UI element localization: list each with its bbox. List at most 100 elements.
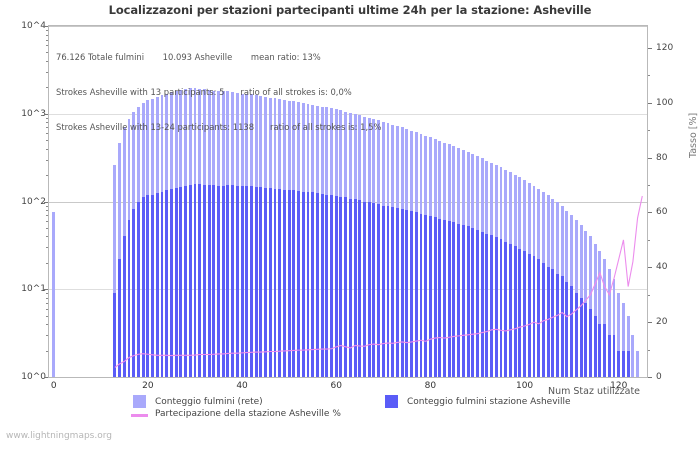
bar-station [621,350,625,377]
bar-station [122,236,126,377]
bar-station [480,231,484,377]
bar-station [537,259,541,377]
bar-station [287,190,291,377]
y-axis-right-label: Tasso [%] [688,112,699,158]
y-minor-tick-left [46,324,49,326]
bar-station [330,195,333,377]
bar-station [254,186,258,377]
legend: Conteggio fulmini (rete) Conteggio fulmi… [0,392,700,432]
bar-station [532,255,536,377]
bar-station [358,200,362,377]
annotation-block: 76.126 Totale fulmini 10.093 Asheville m… [56,29,526,157]
bar-station [273,188,277,377]
bar-station [504,241,508,377]
x-tick-label: 100 [515,381,534,391]
y-tick-label-right: 100 [656,97,674,108]
bar-station [235,185,239,377]
y-minor-tick-left [46,117,49,119]
y-tick-mark-left [44,377,49,378]
bar-station [527,254,531,377]
y-minor-tick-left [46,262,49,264]
bar-station [589,308,592,377]
bar-station [428,216,432,377]
bar-station [141,197,145,377]
bar-station [560,276,564,377]
bar-station [518,248,522,377]
bar-station [202,184,206,377]
y-minor-tick-right [647,349,650,351]
bar-station [598,324,602,377]
bar-station [391,207,395,377]
bar-station [217,185,220,377]
bar-station [240,186,244,377]
legend-label-network: Conteggio fulmini (rete) [155,397,263,407]
y-minor-tick-left [46,30,49,31]
y-minor-tick-left [46,308,49,310]
y-minor-tick-left [46,45,49,47]
bar-station [367,202,371,377]
x-tick-label: 0 [50,381,57,391]
bar-station [579,297,583,377]
bar-station [151,194,155,377]
bar-station [414,212,418,377]
bar-station [118,259,122,377]
bar-station [198,184,202,377]
bar-station [137,201,140,377]
x-tick-label: 60 [330,381,342,391]
y-minor-tick-left [46,350,49,352]
ratio-line [114,195,643,368]
bar-station [311,192,315,377]
y-tick-label-right: 40 [656,262,668,273]
bar-station [405,210,409,377]
watermark: www.lightningmaps.org [6,431,112,441]
bar-station [264,187,268,377]
y-tick-mark-left [44,201,49,203]
bar-station [193,183,197,377]
bar-station [424,215,428,377]
y-minor-tick-left [46,220,49,222]
bar-station [508,243,512,377]
y-tick-label-left: 10^4 [21,21,46,31]
bar-station [363,201,366,377]
y-tick-label-right: 20 [656,317,668,328]
annotation-line-1: 76.126 Totale fulmini 10.093 Asheville m… [56,52,321,63]
y-minor-tick-left [46,159,49,161]
y-minor-tick-left [46,227,49,229]
bar-network [607,269,611,377]
bar-station [113,293,117,377]
y-minor-tick-left [46,210,49,211]
bar-station [617,350,621,377]
y-tick-mark-right [647,102,652,104]
bar-network [52,212,56,377]
bar-network [617,293,621,377]
bar-station [452,222,456,377]
bar-station [169,189,173,377]
bar-station [499,239,503,377]
annotation-line-3: Strokes Asheville with 13-24 participant… [56,121,382,132]
bar-station [565,282,569,377]
y-minor-tick-left [46,302,49,304]
y-tick-label-right: 60 [656,207,668,218]
bar-network [621,302,625,377]
y-minor-tick-left [46,315,49,317]
bar-station [603,324,607,377]
bar-station [179,187,183,377]
bar-station [513,246,517,377]
bar-station [226,185,230,377]
bar-station [419,213,423,377]
ratio-line-group [114,195,643,368]
y-tick-mark-right [647,157,652,159]
bar-station [282,189,286,377]
y-minor-tick-left [46,140,49,142]
y-minor-tick-left [46,215,49,217]
bar-station [494,237,498,377]
bar-station [377,204,381,377]
y-tick-mark-left [44,26,49,27]
plot-area [48,25,648,378]
bar-network [113,165,117,377]
bar-station [546,266,550,377]
bar-station [353,199,357,377]
bar-network [636,350,640,377]
legend-swatch-network [133,395,146,408]
y-minor-tick-left [46,87,49,89]
